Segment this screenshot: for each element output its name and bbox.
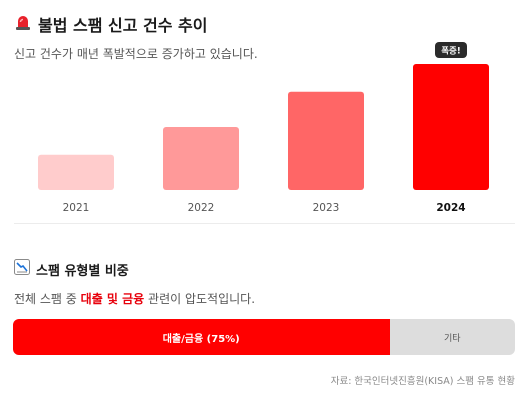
subtitle-post: 관련이 압도적입니다. xyxy=(144,292,256,306)
trend-subtitle: 신고 건수가 매년 폭발적으로 증가하고 있습니다. xyxy=(14,47,258,61)
section-divider xyxy=(14,223,515,224)
x-tick-label-2021: 2021 xyxy=(63,202,90,214)
report-bar-chart: 2021 2022 2023 2024 폭증! xyxy=(38,42,489,214)
segment-other: 기타 xyxy=(389,319,515,355)
x-tick-label-2023: 2023 xyxy=(313,202,340,214)
chart-decreasing-icon xyxy=(14,259,30,279)
type-section-title: 스팸 유형별 비중 xyxy=(14,259,129,279)
type-subtitle: 전체 스팸 중 대출 및 금융 관련이 압도적입니다. xyxy=(14,290,255,307)
x-tick-label-2022: 2022 xyxy=(188,202,215,214)
annotation-label: 폭증! xyxy=(441,47,461,57)
source-note: 자료: 한국인터넷진흥원(KISA) 스팸 유통 현황 xyxy=(330,376,515,387)
subtitle-highlight: 대출 및 금융 xyxy=(80,292,145,306)
x-tick-label-2024: 2024 xyxy=(436,202,465,214)
type-title-text: 스팸 유형별 비중 xyxy=(36,263,129,279)
siren-icon xyxy=(14,13,32,35)
bar-2023 xyxy=(288,91,364,190)
bar-2021 xyxy=(38,154,114,190)
segment-other-label: 기타 xyxy=(443,333,461,344)
subtitle-pre: 전체 스팸 중 xyxy=(14,292,81,306)
bar-2022 xyxy=(163,127,239,190)
segment-loan-finance-label: 대출/금융 (75%) xyxy=(162,333,240,345)
trend-section-title: 불법 스팸 신고 건수 추이 xyxy=(14,12,207,36)
trend-title-text: 불법 스팸 신고 건수 추이 xyxy=(38,16,208,35)
annotation-badge xyxy=(435,42,467,58)
bar-2024 xyxy=(413,64,489,190)
spam-type-stacked-bar: 대출/금융 (75%) 기타 xyxy=(13,319,515,355)
segment-loan-finance: 대출/금융 (75%) xyxy=(13,319,390,355)
